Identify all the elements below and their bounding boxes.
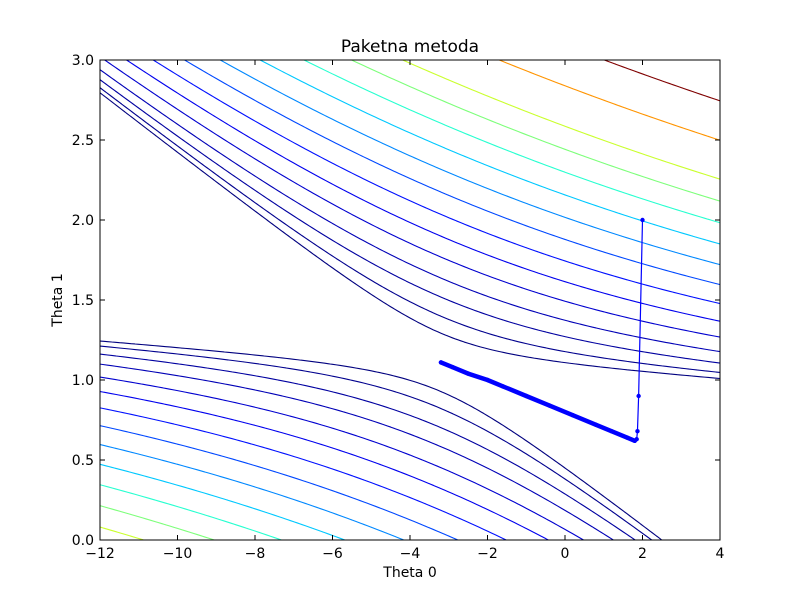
x-tick-label: 2 bbox=[638, 546, 647, 562]
y-tick-label: 2.5 bbox=[72, 133, 94, 149]
contour-line bbox=[100, 60, 720, 540]
contour-line bbox=[100, 87, 720, 540]
contour-line bbox=[100, 69, 720, 540]
y-tick-label: 0.0 bbox=[72, 533, 94, 549]
contour-line bbox=[100, 60, 720, 540]
contour-line bbox=[603, 60, 720, 102]
x-tick-label: −2 bbox=[477, 546, 498, 562]
x-tick-label: −12 bbox=[85, 546, 115, 562]
y-tick-label: 1.5 bbox=[72, 293, 94, 309]
contour-lines bbox=[100, 60, 720, 540]
axis-ticks: −12 −10 −8 −6 −4 −2 0 2 4 0.0 0.5 1.0 1.5 2.0 2.5 3.0 bbox=[72, 53, 725, 562]
contour-line bbox=[100, 60, 720, 540]
y-tick-label: 0.5 bbox=[72, 453, 94, 469]
descent-path-dense bbox=[438, 360, 637, 444]
x-axis-label: Theta 0 bbox=[382, 565, 436, 581]
contour-line bbox=[100, 79, 720, 540]
x-tick-label: 0 bbox=[561, 546, 570, 562]
y-tick-label: 1.0 bbox=[72, 373, 94, 389]
y-axis-label: Theta 1 bbox=[50, 273, 66, 327]
descent-point bbox=[635, 429, 640, 434]
y-tick-label: 3.0 bbox=[72, 53, 94, 69]
descent-path bbox=[438, 217, 645, 444]
contour-line bbox=[100, 60, 720, 540]
contour-line bbox=[100, 60, 720, 540]
plot-area bbox=[100, 60, 720, 540]
chart-title: Paketna metoda bbox=[341, 37, 479, 57]
x-tick-label: −8 bbox=[245, 546, 266, 562]
contour-line bbox=[100, 60, 720, 540]
descent-point bbox=[636, 393, 641, 399]
contour-line bbox=[100, 60, 720, 540]
x-tick-label: −4 bbox=[400, 546, 421, 562]
contour-line bbox=[100, 60, 720, 540]
contour-line bbox=[100, 92, 720, 540]
x-tick-label: −6 bbox=[322, 546, 343, 562]
y-tick-label: 2.0 bbox=[72, 213, 94, 229]
x-tick-label: −10 bbox=[163, 546, 193, 562]
contour-line bbox=[100, 60, 720, 540]
descent-point bbox=[640, 217, 645, 223]
x-tick-label: 4 bbox=[716, 546, 725, 562]
